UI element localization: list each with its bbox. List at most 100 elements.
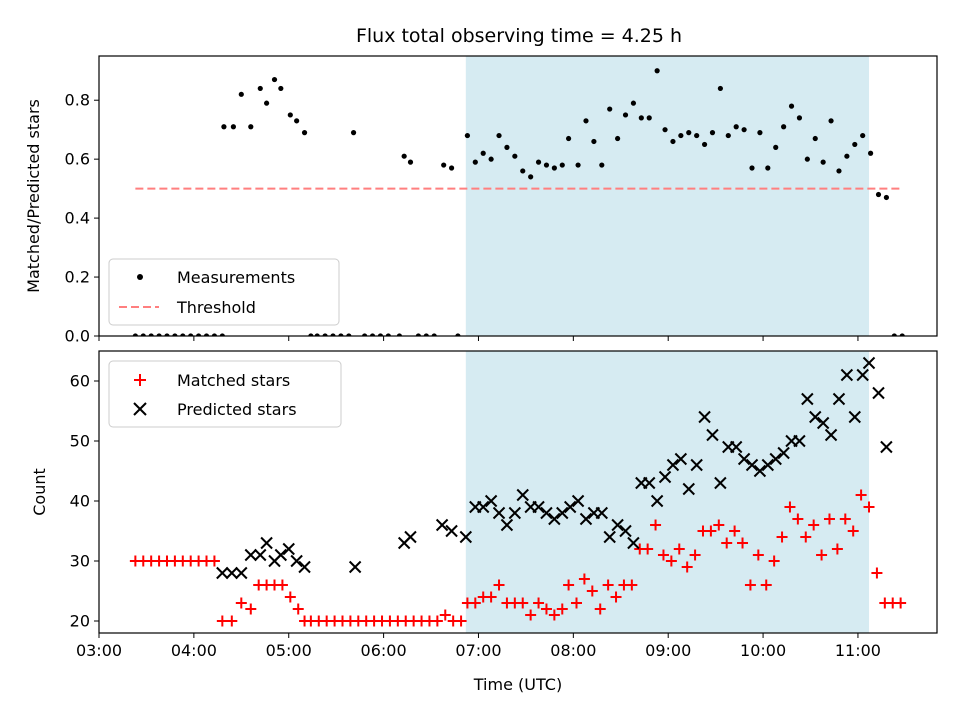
matched-stars-point [571, 597, 583, 609]
predicted-stars-series [216, 356, 893, 580]
measurement-point [271, 76, 278, 83]
top-panel-ratio: 0.00.20.40.60.8 Matched/Predicted stars … [24, 55, 938, 346]
matched-stars-point [469, 597, 481, 609]
predicted-stars-point [840, 368, 854, 382]
measurement-point [278, 85, 284, 92]
measurement-point [377, 333, 384, 336]
matched-stars-point [650, 519, 662, 531]
measurement-point [248, 124, 254, 130]
predicted-stars-point [737, 452, 751, 466]
matched-stars-point [744, 579, 756, 591]
measurement-point [401, 153, 407, 159]
measurement-point [346, 333, 352, 336]
matched-stars-point [525, 609, 537, 621]
matched-stars-point [737, 537, 749, 549]
bottom-legend-box [108, 360, 342, 428]
measurement-point [860, 132, 866, 139]
bottom-plot-area [129, 356, 907, 627]
x-tick-label: 03:00 [76, 641, 122, 660]
x-tick-label: 09:00 [645, 641, 691, 660]
measurement-point [219, 333, 225, 336]
measurement-point [583, 118, 589, 124]
y-tick-label: 0.0 [65, 327, 90, 346]
predicted-stars-point [540, 506, 553, 520]
x-tick-label: 10:00 [740, 641, 786, 660]
predicted-stars-point [254, 548, 267, 562]
top-axes-frame [98, 55, 938, 337]
chart-title: Flux total observing time = 4.25 h [356, 25, 682, 47]
x-tick-label: 04:00 [171, 641, 217, 660]
predicted-stars-point [500, 518, 514, 532]
predicted-stars-point [745, 458, 759, 472]
measurement-point [662, 127, 668, 133]
measurement-point [565, 135, 572, 142]
matched-stars-point [776, 531, 788, 543]
predicted-stars-point [404, 530, 417, 544]
matched-stars-point [808, 519, 820, 531]
matched-stars-point [823, 513, 835, 525]
predicted-stars-point [862, 356, 876, 370]
y-tick-label: 60 [70, 372, 90, 391]
matched-stars-point [493, 579, 505, 591]
measurement-point [891, 333, 897, 336]
predicted-stars-point [603, 530, 616, 544]
matched-stars-point [602, 579, 614, 591]
matched-stars-point [816, 549, 828, 561]
predicted-stars-point [674, 452, 688, 466]
matched-stars-point [681, 561, 693, 573]
legend-predicted-label: Predicted stars [177, 400, 297, 419]
measurement-point [678, 132, 684, 139]
predicted-stars-point [484, 494, 498, 508]
measurement-point [607, 106, 613, 112]
measurement-point [535, 159, 542, 165]
matched-stars-point [657, 549, 669, 561]
y-tick-label: 0.8 [65, 91, 90, 110]
bottom-axes-frame [98, 350, 938, 634]
predicted-stars-point [348, 560, 362, 574]
matched-stars-point [855, 489, 867, 501]
matched-stars-point [540, 603, 552, 615]
predicted-stars-point [761, 458, 775, 472]
measurement-point [480, 150, 486, 156]
bottom-y-ticks: 20 30 40 50 60 [70, 372, 99, 631]
measurement-point [308, 333, 314, 336]
predicted-stars-point [556, 506, 569, 520]
measurement-point [396, 333, 403, 336]
matched-stars-point [871, 567, 883, 579]
measurement-point [385, 333, 391, 336]
top-y-axis-label: Matched/Predicted stars [24, 99, 43, 293]
measurement-point [172, 333, 178, 336]
predicted-stars-point [477, 500, 490, 514]
predicted-stars-point [619, 524, 632, 538]
predicted-stars-point [571, 494, 585, 508]
x-axis-label: Time (UTC) [473, 675, 562, 694]
matched-stars-point [768, 555, 780, 567]
measurement-point [749, 165, 755, 171]
bottom-legend: Matched stars Predicted stars [108, 360, 342, 428]
predicted-stars-point [801, 392, 814, 406]
observing-window-span-top [465, 56, 870, 336]
matched-stars-point [226, 615, 238, 627]
top-plot-area [132, 68, 905, 336]
measurement-point [156, 333, 162, 336]
matched-stars-point [665, 555, 677, 567]
predicted-stars-point [611, 518, 624, 532]
measurement-point [804, 156, 810, 162]
matched-stars-point [245, 603, 257, 615]
measurement-point [883, 194, 890, 201]
measurement-point [709, 130, 716, 136]
matched-stars-series [129, 489, 907, 627]
legend-threshold-label: Threshold [176, 298, 256, 317]
measurement-point [781, 124, 787, 130]
legend-measurements-marker [137, 274, 143, 280]
predicted-stars-point [706, 428, 719, 442]
measurement-point [338, 333, 344, 336]
top-legend: Measurements Threshold [108, 258, 340, 326]
predicted-stars-point [274, 548, 288, 562]
measurement-point [188, 333, 194, 336]
measurement-point [796, 115, 803, 121]
measurement-point [812, 135, 818, 142]
measurement-point [314, 333, 320, 336]
measurement-point [362, 333, 368, 336]
